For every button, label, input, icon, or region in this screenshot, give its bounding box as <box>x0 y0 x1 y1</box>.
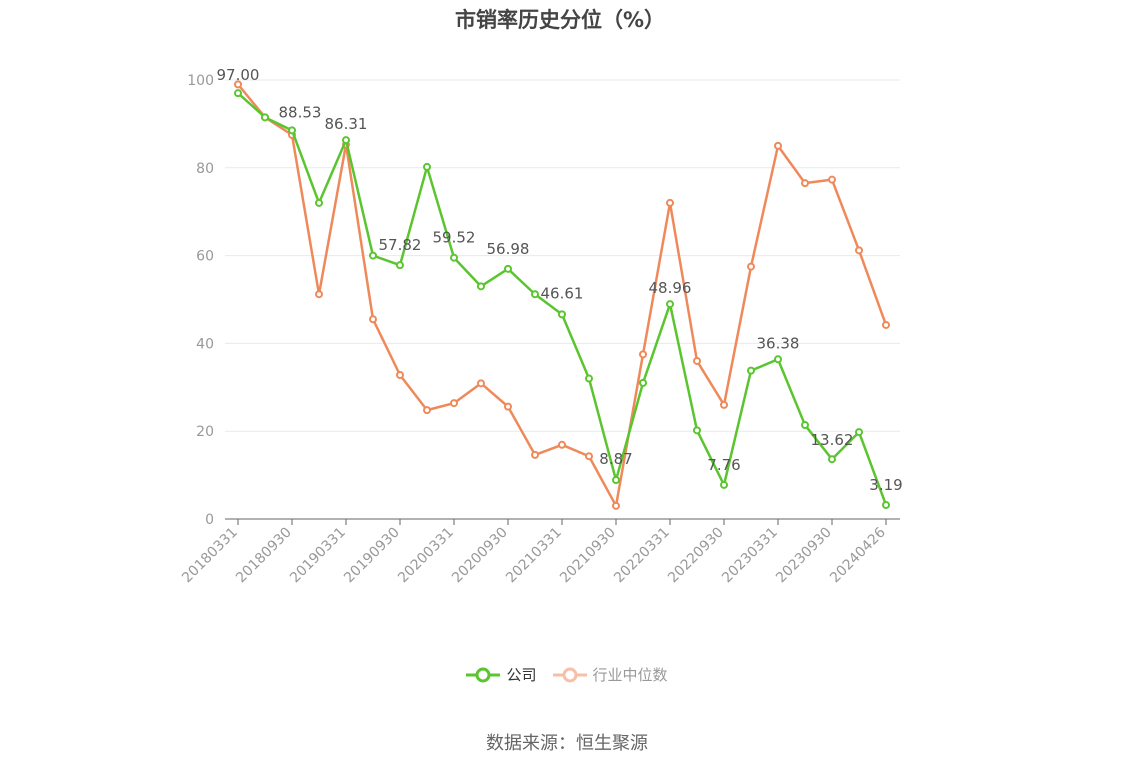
x-tick-label: 20230930 <box>773 525 835 587</box>
data-point-industry <box>612 501 620 510</box>
x-tick-label: 20220930 <box>665 525 727 587</box>
legend-label-industry: 行业中位数 <box>592 666 668 684</box>
data-label: 56.98 <box>487 240 530 258</box>
data-label: 13.62 <box>811 431 854 449</box>
data-point-company <box>882 500 890 509</box>
data-point-company <box>828 455 836 464</box>
data-label: 86.31 <box>325 115 368 133</box>
data-point-company <box>531 290 539 299</box>
data-point-company <box>423 162 431 171</box>
data-point-company <box>855 428 863 437</box>
y-tick-label: 80 <box>196 161 214 177</box>
data-point-company <box>747 366 755 375</box>
data-point-industry <box>396 371 404 380</box>
data-point-industry <box>315 290 323 299</box>
data-point-industry <box>504 402 512 411</box>
data-point-company <box>720 480 728 489</box>
data-label: 59.52 <box>433 229 476 247</box>
data-label: 46.61 <box>541 284 584 302</box>
data-point-industry <box>666 198 674 207</box>
data-point-industry <box>477 379 485 388</box>
y-tick-label: 40 <box>196 336 214 352</box>
data-label: 88.53 <box>279 103 322 121</box>
x-tick-label: 20180930 <box>233 525 295 587</box>
data-point-company <box>774 355 782 364</box>
data-point-industry <box>774 141 782 150</box>
data-point-industry <box>693 356 701 365</box>
data-label: 97.00 <box>217 66 260 84</box>
x-tick-label: 20200331 <box>395 525 457 587</box>
x-tick-label: 20200930 <box>449 525 511 587</box>
data-point-industry <box>531 450 539 459</box>
data-point-industry <box>801 179 809 188</box>
chart-title: 市销率历史分位（%） <box>454 8 666 32</box>
data-point-company <box>261 113 269 122</box>
data-point-company <box>450 253 458 262</box>
legend-label-company: 公司 <box>506 666 537 684</box>
data-point-industry <box>747 262 755 271</box>
data-label: 36.38 <box>757 334 800 352</box>
data-point-industry <box>369 315 377 324</box>
x-tick-label: 20180331 <box>179 525 241 587</box>
legend-industry-line-icon <box>552 667 587 682</box>
data-point-company <box>666 300 674 309</box>
data-point-industry <box>720 400 728 409</box>
data-point-industry <box>450 399 458 408</box>
data-point-company <box>477 282 485 291</box>
data-point-industry <box>882 320 890 329</box>
data-point-industry <box>585 452 593 461</box>
line-chart: 0 20 40 60 80 100 2018033120180930201903312019… <box>179 66 903 587</box>
data-point-company <box>234 89 242 98</box>
data-point-company <box>288 126 296 135</box>
y-tick-label: 100 <box>187 73 214 89</box>
data-point-industry <box>423 406 431 415</box>
x-tick-label: 20210331 <box>503 525 565 587</box>
data-point-industry <box>639 350 647 359</box>
data-point-company <box>612 476 620 485</box>
x-tick-label: 20190930 <box>341 525 403 587</box>
data-point-company <box>639 378 647 387</box>
data-point-company <box>315 198 323 207</box>
y-tick-label: 60 <box>196 249 214 265</box>
data-point-company <box>585 374 593 383</box>
legend-item-industry[interactable]: 行业中位数 <box>552 664 668 685</box>
data-point-company <box>396 261 404 270</box>
legend: 公司 行业中位数 <box>0 664 1134 685</box>
x-tick-label: 20230331 <box>719 525 781 587</box>
data-label: 8.87 <box>599 450 632 468</box>
data-label: 57.82 <box>379 236 422 254</box>
data-label: 7.76 <box>707 456 740 474</box>
x-tick-label: 20220331 <box>611 525 673 587</box>
data-point-company <box>558 310 566 319</box>
data-point-industry <box>234 80 242 89</box>
data-point-company <box>342 136 350 145</box>
data-label: 3.19 <box>869 476 902 494</box>
data-point-industry <box>828 175 836 184</box>
data-point-company <box>801 421 809 430</box>
source-note: 数据来源：恒生聚源 <box>486 733 648 754</box>
data-point-company <box>504 264 512 273</box>
y-tick-label: 0 <box>205 512 214 528</box>
data-point-industry <box>558 440 566 449</box>
y-tick-label: 20 <box>196 424 214 440</box>
x-tick-label: 20210930 <box>557 525 619 587</box>
x-tick-label: 20190331 <box>287 525 349 587</box>
legend-company-line-icon <box>466 667 501 682</box>
data-point-company <box>369 251 377 260</box>
data-point-company <box>693 426 701 435</box>
x-tick-label: 20240426 <box>827 524 889 586</box>
legend-item-company[interactable]: 公司 <box>466 664 537 685</box>
data-point-industry <box>855 246 863 255</box>
data-label: 48.96 <box>649 279 692 297</box>
